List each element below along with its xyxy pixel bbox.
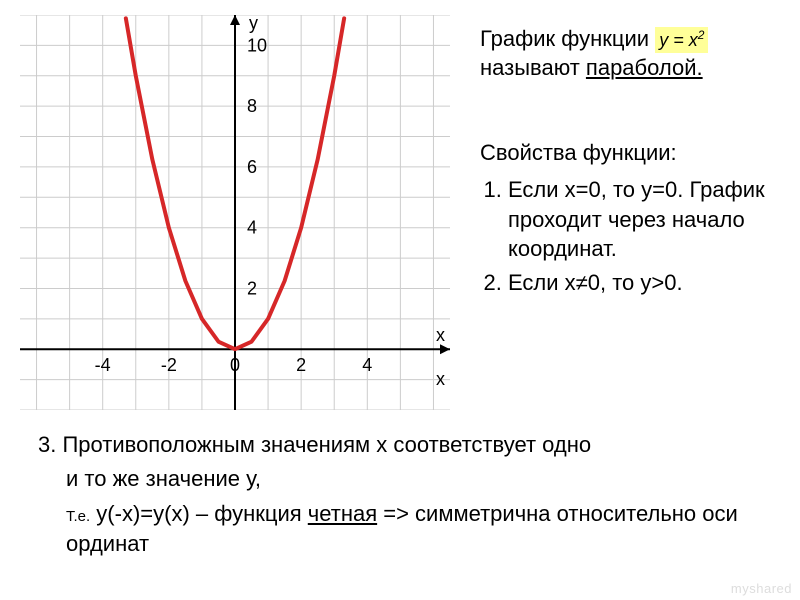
- property-3-line1: 3. Противоположным значениям х соответст…: [38, 430, 768, 460]
- svg-text:4: 4: [362, 355, 372, 375]
- watermark: myshared: [731, 581, 792, 596]
- svg-text:4: 4: [247, 218, 257, 238]
- svg-text:y: y: [249, 15, 258, 33]
- svg-text:x: x: [436, 369, 445, 389]
- svg-text:-4: -4: [95, 355, 111, 375]
- heading-block: График функции y = x2 называют параболой…: [480, 25, 780, 82]
- formula-y-eq-x2: y = x2: [655, 27, 708, 53]
- svg-text:2: 2: [247, 278, 257, 298]
- property-3-block: 3. Противоположным значениям х соответст…: [38, 430, 768, 559]
- properties-title: Свойства функции:: [480, 140, 677, 166]
- svg-text:6: 6: [247, 157, 257, 177]
- property-3-line2: и то же значение у,: [66, 464, 768, 494]
- svg-text:8: 8: [247, 96, 257, 116]
- property-3-line3: Т.е. у(-х)=у(х) – функция четная => симм…: [66, 499, 768, 558]
- svg-text:2: 2: [296, 355, 306, 375]
- svg-text:10: 10: [247, 35, 267, 55]
- heading-line2a: называют: [480, 55, 586, 80]
- property-item-1: Если х=0, то у=0. График проходит через …: [508, 175, 800, 264]
- property-item-2: Если х≠0, то у>0.: [508, 268, 800, 298]
- properties-list: Если х=0, то у=0. График проходит через …: [480, 175, 800, 302]
- heading-line2-underlined: параболой.: [586, 55, 703, 80]
- parabola-chart: -4 -2 0 2 4 2 4 6 8 10 y x x: [20, 15, 450, 410]
- heading-line1: График функции: [480, 26, 655, 51]
- svg-text:x: x: [436, 325, 445, 345]
- svg-text:-2: -2: [161, 355, 177, 375]
- svg-text:0: 0: [230, 355, 240, 375]
